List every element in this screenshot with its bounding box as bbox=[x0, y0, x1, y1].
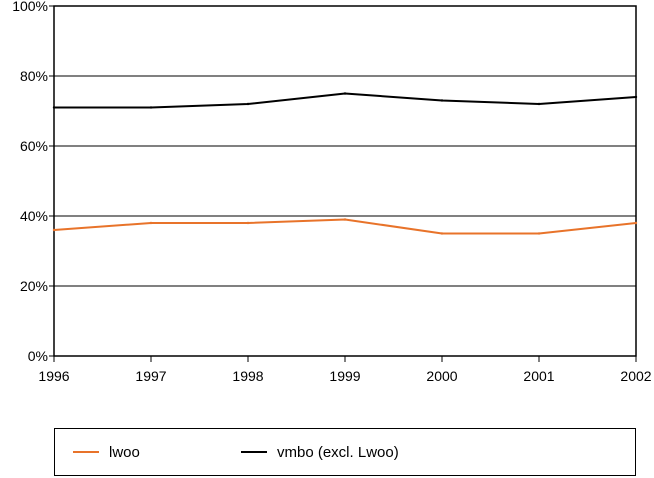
x-tick-label-6: 2002 bbox=[620, 368, 651, 384]
data-point-0-1 bbox=[149, 221, 153, 225]
legend-item-lwoo: lwoo bbox=[73, 429, 140, 475]
data-point-0-3 bbox=[343, 218, 347, 221]
data-point-1-0 bbox=[52, 106, 56, 109]
y-tick-label-5: 100% bbox=[12, 0, 48, 14]
legend-label-vmbo: vmbo (excl. Lwoo) bbox=[277, 443, 399, 461]
x-tick-label-4: 2000 bbox=[426, 368, 457, 384]
y-tick-label-2: 40% bbox=[20, 208, 48, 224]
x-tick-label-3: 1999 bbox=[329, 368, 360, 384]
plot-frame bbox=[53, 5, 637, 357]
data-point-0-6 bbox=[634, 221, 638, 225]
x-tick-label-5: 2001 bbox=[523, 368, 554, 384]
data-point-1-3 bbox=[343, 92, 347, 95]
y-tick-label-0: 0% bbox=[28, 348, 48, 364]
data-point-0-0 bbox=[52, 228, 56, 232]
legend-swatch-lwoo bbox=[73, 451, 99, 453]
legend-swatch-vmbo bbox=[241, 451, 267, 453]
series-line-vmbo bbox=[54, 92, 637, 109]
y-tick-label-3: 60% bbox=[20, 138, 48, 154]
x-tick-label-1: 1997 bbox=[135, 368, 166, 384]
data-point-1-5 bbox=[537, 102, 541, 106]
legend-item-vmbo: vmbo (excl. Lwoo) bbox=[241, 429, 399, 475]
data-point-1-1 bbox=[149, 106, 153, 109]
legend: lwoo vmbo (excl. Lwoo) bbox=[54, 428, 636, 476]
data-point-0-5 bbox=[537, 232, 541, 235]
data-point-1-6 bbox=[634, 95, 638, 99]
data-point-1-4 bbox=[440, 99, 444, 102]
data-point-1-2 bbox=[246, 102, 250, 106]
line-chart: 0% 20% 40% 60% 80% 100% 1996 1997 1998 1999 2000 20… bbox=[12, 0, 652, 384]
x-tick-label-0: 1996 bbox=[38, 368, 69, 384]
x-tick-label-2: 1998 bbox=[232, 368, 263, 384]
series-line-lwoo bbox=[53, 218, 637, 235]
y-tick-label-4: 80% bbox=[20, 68, 48, 84]
data-point-0-4 bbox=[440, 232, 444, 235]
y-tick-label-1: 20% bbox=[20, 278, 48, 294]
data-point-0-2 bbox=[246, 221, 250, 225]
legend-label-lwoo: lwoo bbox=[109, 443, 140, 461]
